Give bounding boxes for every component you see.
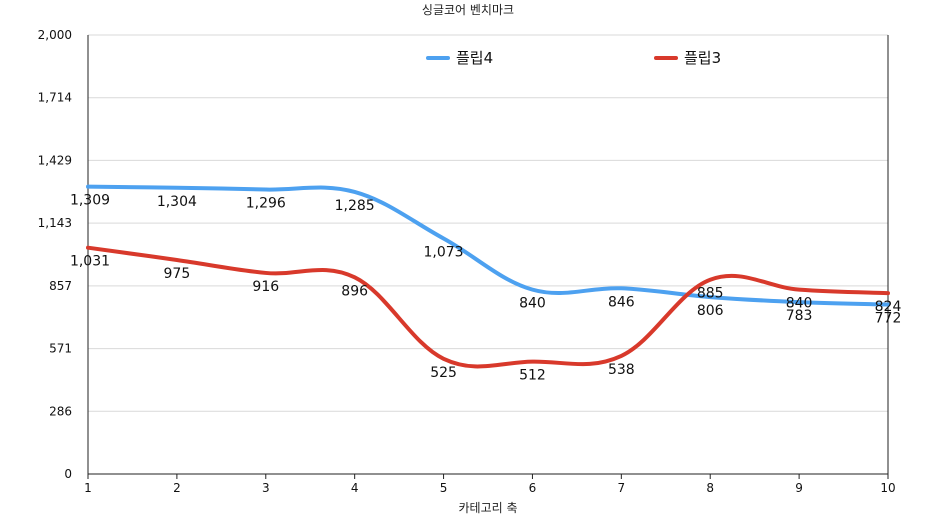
chart-title: 싱글코어 벤치마크 xyxy=(422,3,514,17)
data-label: 840 xyxy=(519,296,546,312)
data-label: 896 xyxy=(341,283,368,299)
x-tick-label: 3 xyxy=(262,481,270,495)
x-tick-labels: 1 2 3 4 5 6 7 8 9 10 xyxy=(84,481,895,495)
x-tick-label: 8 xyxy=(706,481,714,495)
x-tick-label: 7 xyxy=(618,481,626,495)
x-tick-label: 4 xyxy=(351,481,359,495)
y-tick-label: 1,429 xyxy=(38,153,72,167)
data-label: 512 xyxy=(519,368,546,384)
data-label: 885 xyxy=(697,286,724,302)
data-label: 1,296 xyxy=(246,196,286,212)
data-label: 1,073 xyxy=(424,244,464,260)
data-label: 772 xyxy=(875,311,902,327)
data-label: 806 xyxy=(697,303,724,319)
y-tick-label: 1,143 xyxy=(38,216,72,230)
axes xyxy=(87,35,889,479)
x-tick-label: 1 xyxy=(84,481,92,495)
y-tick-label: 571 xyxy=(49,342,72,356)
y-tick-label: 857 xyxy=(49,279,72,293)
x-tick-label: 10 xyxy=(880,481,895,495)
y-tick-label: 0 xyxy=(64,467,72,481)
series-lines xyxy=(86,184,890,369)
y-tick-labels: 0 286 571 857 1,143 1,429 1,714 2,000 xyxy=(38,28,72,481)
data-label: 783 xyxy=(786,308,813,324)
legend-label-2: 플립3 xyxy=(684,49,721,67)
data-label: 840 xyxy=(786,296,813,312)
series-line-2 xyxy=(86,245,890,369)
data-label: 824 xyxy=(875,299,902,315)
gridlines xyxy=(88,34,888,412)
data-label: 525 xyxy=(430,365,457,381)
data-label: 538 xyxy=(608,362,635,378)
data-label: 846 xyxy=(608,294,635,310)
y-tick-label: 2,000 xyxy=(38,28,72,42)
data-label: 1,309 xyxy=(70,193,110,209)
data-label: 1,304 xyxy=(157,194,197,210)
data-label: 916 xyxy=(252,279,279,295)
data-label: 1,031 xyxy=(70,254,110,270)
legend-label-1: 플립4 xyxy=(456,49,493,67)
x-tick-label: 5 xyxy=(440,481,448,495)
x-tick-label: 2 xyxy=(173,481,181,495)
legend: 플립4 플립3 xyxy=(426,49,721,67)
y-tick-label: 1,714 xyxy=(38,91,72,105)
data-labels: 1,309 1,304 1,296 1,285 1,073 840 846 806 783 772… xyxy=(70,193,901,384)
x-axis-title: 카테고리 축 xyxy=(458,501,517,515)
data-label: 1,285 xyxy=(335,198,375,214)
x-tick-label: 6 xyxy=(529,481,537,495)
series-line-1 xyxy=(86,184,890,307)
y-tick-label: 286 xyxy=(49,404,72,418)
x-tick-label: 9 xyxy=(795,481,803,495)
data-label: 975 xyxy=(164,266,191,282)
